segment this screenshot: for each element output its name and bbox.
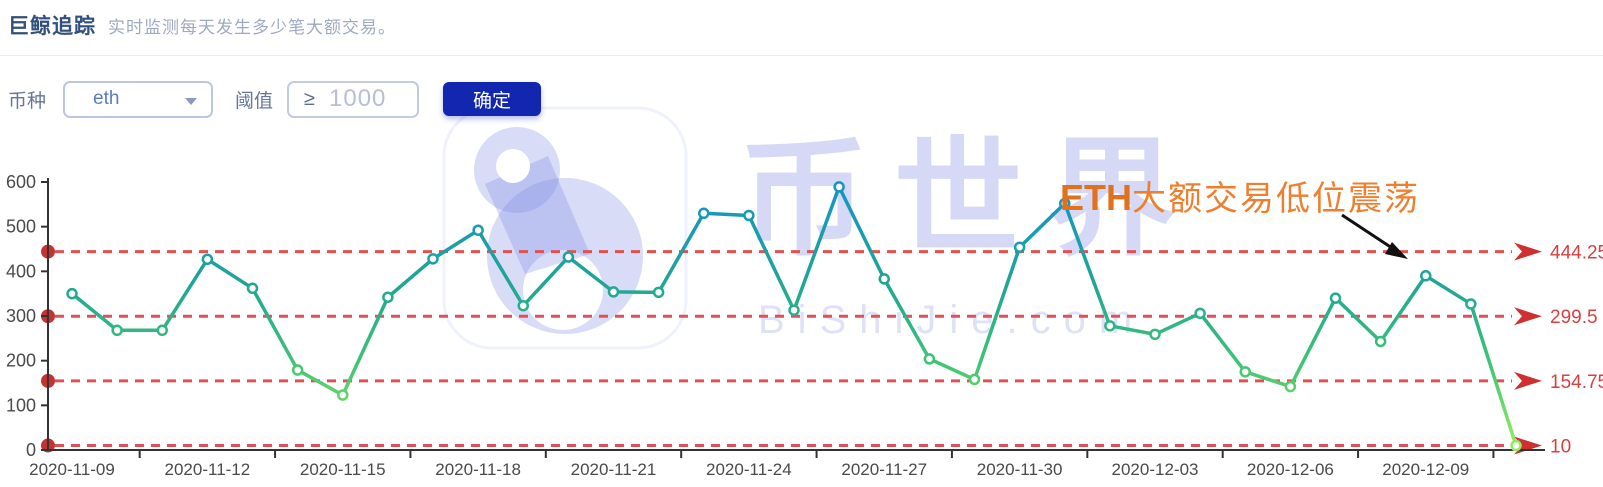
- threshold-label: 阈值: [235, 90, 274, 112]
- data-point-marker[interactable]: [517, 299, 529, 312]
- annotation-arrowhead-icon: [1385, 242, 1408, 259]
- y-axis-label: 300: [6, 306, 36, 326]
- x-axis-label: 2020-11-30: [977, 460, 1063, 479]
- x-axis-label: 2020-11-09: [29, 460, 115, 479]
- reference-arrow-icon: [1514, 242, 1542, 261]
- data-point-marker[interactable]: [698, 207, 710, 220]
- y-axis-label: 0: [26, 440, 36, 460]
- annotation-arrow-icon: [1341, 213, 1393, 250]
- y-axis-label: 200: [6, 351, 36, 371]
- data-point-marker[interactable]: [652, 286, 665, 299]
- reference-line-label: 299.5: [1550, 307, 1598, 328]
- data-point-marker[interactable]: [111, 324, 123, 337]
- annotation-ticker: ETH: [1060, 177, 1132, 218]
- threshold-input[interactable]: 1000: [329, 85, 387, 112]
- coin-label: 币种: [8, 90, 47, 112]
- data-point-marker[interactable]: [1149, 328, 1161, 341]
- x-axis-label: 2020-12-06: [1247, 460, 1334, 479]
- data-point-marker[interactable]: [562, 251, 575, 263]
- y-axis-label: 500: [6, 217, 36, 237]
- reference-line-label: 10: [1550, 437, 1571, 458]
- y-axis-label: 600: [6, 172, 36, 192]
- x-axis-label: 2020-12-09: [1382, 460, 1469, 479]
- x-axis-label: 2020-12-03: [1112, 460, 1199, 479]
- data-point-marker[interactable]: [833, 181, 845, 193]
- data-point-marker[interactable]: [1284, 380, 1297, 393]
- reference-arrow-icon: [1514, 307, 1542, 326]
- data-point-marker[interactable]: [968, 373, 981, 386]
- data-point-marker[interactable]: [66, 287, 78, 300]
- data-point-marker[interactable]: [1329, 292, 1342, 304]
- data-point-marker[interactable]: [427, 253, 439, 265]
- data-point-marker[interactable]: [923, 353, 936, 365]
- data-point-marker[interactable]: [607, 286, 620, 298]
- data-point-marker[interactable]: [291, 364, 304, 376]
- reference-line-label: 154.75: [1550, 372, 1603, 393]
- data-point-marker[interactable]: [1194, 307, 1206, 320]
- x-axis-label: 2020-11-24: [706, 460, 792, 479]
- data-point-marker[interactable]: [743, 209, 755, 222]
- data-point-marker[interactable]: [1465, 298, 1477, 310]
- data-point-marker[interactable]: [1420, 270, 1432, 282]
- data-point-marker[interactable]: [1059, 197, 1071, 210]
- coin-select[interactable]: eth: [63, 80, 214, 118]
- y-axis-label: 100: [6, 395, 36, 415]
- x-axis-label: 2020-11-15: [300, 460, 386, 479]
- data-point-marker[interactable]: [878, 273, 890, 285]
- data-point-marker[interactable]: [1104, 320, 1116, 332]
- threshold-input-box[interactable]: ≥ 1000: [287, 80, 420, 118]
- data-point-marker[interactable]: [156, 324, 168, 337]
- chevron-down-icon: [185, 97, 198, 105]
- data-point-marker[interactable]: [337, 389, 349, 401]
- reference-arrow-icon: [1514, 371, 1542, 390]
- data-point-marker[interactable]: [1013, 241, 1026, 253]
- data-point-marker[interactable]: [1239, 366, 1251, 378]
- data-point-marker[interactable]: [1374, 335, 1387, 348]
- data-point-marker[interactable]: [788, 304, 800, 316]
- coin-select-value: eth: [93, 88, 120, 109]
- x-axis-label: 2020-11-18: [435, 460, 521, 479]
- x-axis-label: 2020-11-27: [841, 460, 927, 479]
- reference-line-label: 444.25: [1550, 243, 1603, 264]
- data-point-marker[interactable]: [201, 253, 214, 266]
- x-axis-label: 2020-11-21: [571, 460, 657, 479]
- data-point-marker[interactable]: [382, 291, 394, 303]
- x-axis-label: 2020-11-12: [165, 460, 251, 479]
- data-point-marker[interactable]: [472, 224, 484, 236]
- data-point-marker[interactable]: [1510, 439, 1522, 452]
- page-title: 巨鲸追踪: [8, 15, 96, 38]
- confirm-button[interactable]: 确定: [443, 82, 542, 116]
- data-point-marker[interactable]: [246, 282, 259, 295]
- chart-annotation: ETH大额交易低位震荡: [1060, 177, 1420, 219]
- filter-controls: 币种 eth 阈值 ≥ 1000 确定: [8, 80, 542, 118]
- header-divider: [0, 55, 1603, 56]
- geq-icon: ≥: [304, 87, 316, 110]
- page-header: 巨鲸追踪 实时监测每天发生多少笔大额交易。: [0, 0, 1603, 40]
- annotation-text: 大额交易低位震荡: [1132, 179, 1420, 219]
- y-axis-label: 400: [6, 261, 36, 281]
- page-subtitle: 实时监测每天发生多少笔大额交易。: [108, 18, 396, 37]
